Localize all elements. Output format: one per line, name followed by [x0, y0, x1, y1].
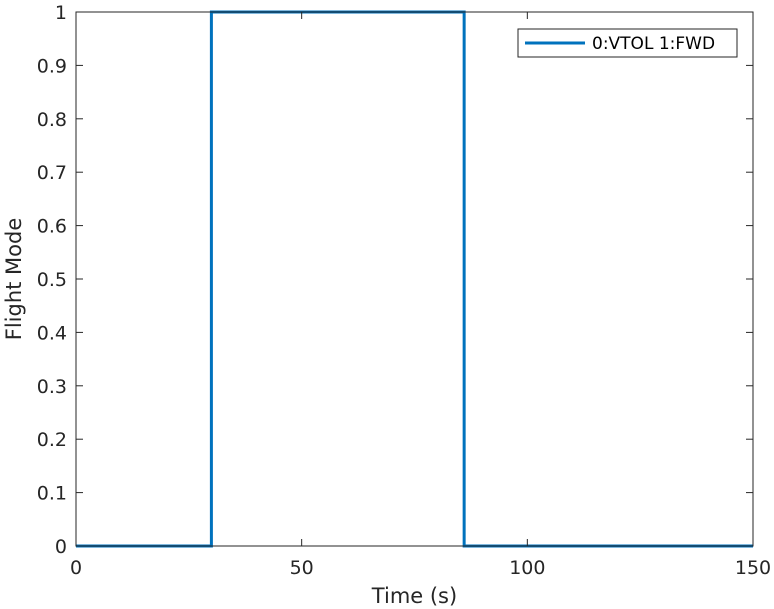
y-tick-label: 0.4	[37, 322, 67, 344]
y-tick-label: 0.8	[37, 109, 67, 131]
x-tick-label: 50	[290, 557, 314, 579]
y-tick-label: 0.3	[37, 376, 67, 398]
y-tick-label: 0.5	[37, 269, 67, 291]
y-tick-label: 0.2	[37, 429, 67, 451]
legend-entry-label: 0:VTOL 1:FWD	[592, 34, 715, 54]
x-tick-label: 150	[735, 557, 771, 579]
x-tick-label: 0	[70, 557, 82, 579]
legend: 0:VTOL 1:FWD	[517, 28, 738, 58]
y-tick-label: 1	[55, 2, 67, 24]
x-tick-label: 100	[509, 557, 545, 579]
ticks-layer: 0 50 100 150 0 0.1 0.2 0.3 0.4 0.5 0.6 0.7 0.8 0.9 1	[37, 2, 771, 579]
y-tick-label: 0.9	[37, 55, 67, 77]
y-tick-label: 0	[55, 536, 67, 558]
x-axis-label: Time (s)	[371, 584, 457, 608]
y-tick-label: 0.6	[37, 216, 67, 238]
plot-area	[76, 12, 753, 546]
y-tick-label: 0.7	[37, 162, 67, 184]
y-tick-label: 0.1	[37, 483, 67, 505]
y-axis-label: Flight Mode	[2, 218, 26, 341]
